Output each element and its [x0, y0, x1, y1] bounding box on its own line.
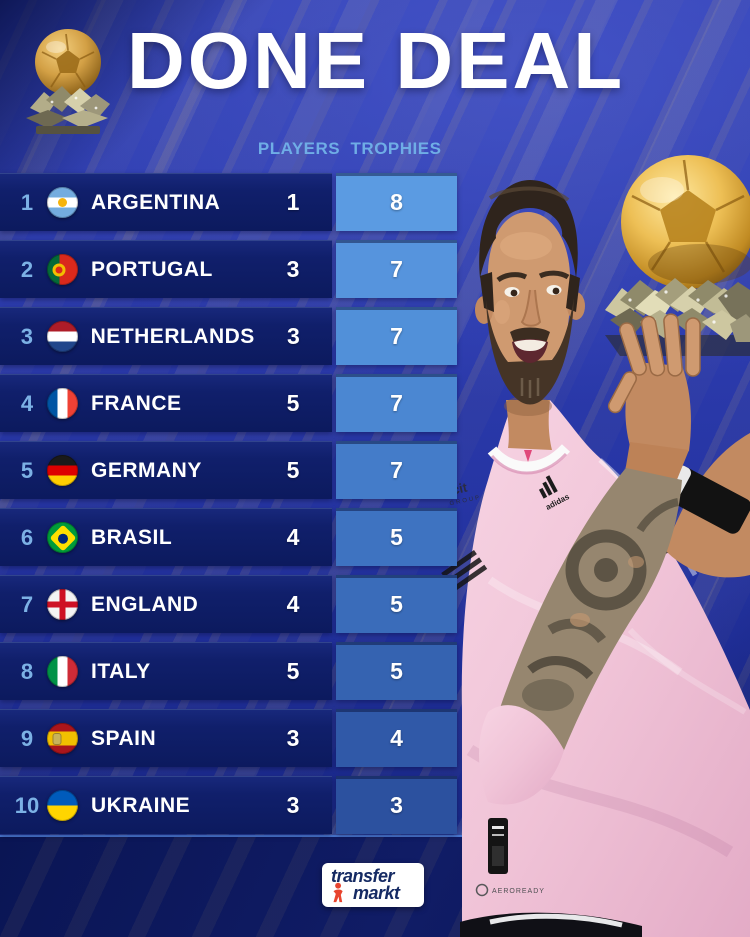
messi-head: [475, 180, 585, 450]
rank: 1: [20, 189, 34, 215]
jersey-collar: [487, 444, 571, 475]
country-name: ITALY: [91, 659, 151, 683]
rank: 8: [20, 658, 34, 684]
aeroready-label: AEROREADY: [492, 888, 545, 895]
table-row: 3 NETHERLANDS 3 7: [0, 307, 457, 365]
country-name: PORTUGAL: [91, 257, 213, 281]
players-count: 3: [286, 256, 300, 282]
country-flag: [47, 656, 78, 687]
row-main: 9 SPAIN 3: [0, 709, 332, 767]
players-count: 3: [287, 323, 300, 349]
trophies-cell: 7: [336, 441, 457, 499]
page-title: DONE DEAL: [127, 16, 626, 105]
column-header-trophies: TROPHIES: [350, 139, 442, 158]
country-flag: [47, 589, 78, 620]
rank: 7: [20, 591, 34, 617]
table-row: 10 UKRAINE 3 3: [0, 776, 457, 834]
ballon-dor-trophy-icon: [26, 29, 110, 134]
country-name: GERMANY: [91, 458, 202, 482]
row-main: 1 ARGENTINA 1: [0, 173, 332, 231]
jersey-tag: AEROREADY: [475, 818, 545, 897]
rank: 6: [20, 524, 34, 550]
trophies-cell: 8: [336, 173, 457, 231]
country-name: BRASIL: [91, 525, 173, 549]
logo-text-markt: markt: [353, 883, 400, 903]
row-main: 4 FRANCE 5: [0, 374, 332, 432]
country-name: FRANCE: [91, 391, 182, 415]
flag-emblem: [58, 198, 67, 207]
rank: 9: [20, 725, 34, 751]
row-main: 10 UKRAINE 3: [0, 776, 332, 834]
logo-text-transfer: transfer: [331, 865, 395, 886]
trophies-cell: 5: [336, 508, 457, 566]
country-flag: [47, 455, 78, 486]
players-count: 5: [286, 390, 300, 416]
transfermarkt-logo: transfer markt: [322, 863, 424, 907]
players-count: 3: [286, 725, 300, 751]
country-name: UKRAINE: [91, 793, 191, 817]
ranking-table: 1 ARGENTINA 1 8 2 PORTUGAL 3 7 3 NETHERL…: [0, 173, 457, 843]
ballon-dor-ball: [621, 155, 750, 289]
messi-photo: acit GROUP adidas XBƆ: [441, 155, 750, 937]
players-count: 3: [286, 792, 300, 818]
players-count: 4: [286, 591, 300, 617]
shorts: [460, 912, 642, 937]
row-main: 8 ITALY 5: [0, 642, 332, 700]
flag-emblem: [53, 733, 61, 744]
trophies-cell: 7: [336, 240, 457, 298]
trophies-cell: 7: [336, 307, 457, 365]
rank: 2: [20, 256, 34, 282]
table-row: 5 GERMANY 5 7: [0, 441, 457, 499]
table-row: 1 ARGENTINA 1 8: [0, 173, 457, 231]
players-count: 1: [286, 189, 300, 215]
country-flag: [47, 254, 78, 285]
flag-emblem: [52, 263, 66, 276]
players-count: 5: [286, 658, 300, 684]
aeroready-icon: [475, 883, 489, 897]
rank: 3: [20, 323, 33, 349]
row-main: 5 GERMANY 5: [0, 441, 332, 499]
trophies-cell: 3: [336, 776, 457, 834]
column-header-players: PLAYERS: [257, 139, 341, 158]
table-row: 6 BRASIL 4 5: [0, 508, 457, 566]
tattooed-forearm: [496, 468, 682, 760]
row-main: 6 BRASIL 4: [0, 508, 332, 566]
country-name: NETHERLANDS: [90, 324, 255, 348]
row-main: 3 NETHERLANDS 3: [0, 307, 332, 365]
players-count: 5: [286, 457, 300, 483]
country-flag: [47, 723, 78, 754]
country-flag: [46, 321, 78, 352]
country-flag: [47, 187, 78, 218]
logo-player-icon: [333, 882, 343, 903]
table-row: 8 ITALY 5 5: [0, 642, 457, 700]
row-main: 2 PORTUGAL 3: [0, 240, 332, 298]
country-flag: [47, 388, 78, 419]
row-main: 7 ENGLAND 4: [0, 575, 332, 633]
trophies-cell: 4: [336, 709, 457, 767]
table-row: 4 FRANCE 5 7: [0, 374, 457, 432]
players-count: 4: [286, 524, 300, 550]
table-row: 7 ENGLAND 4 5: [0, 575, 457, 633]
trophies-cell: 7: [336, 374, 457, 432]
rank: 4: [20, 390, 34, 416]
table-row: 2 PORTUGAL 3 7: [0, 240, 457, 298]
country-flag: [47, 522, 78, 553]
flag-emblem: [49, 524, 76, 551]
rank: 5: [20, 457, 34, 483]
country-name: ARGENTINA: [91, 190, 221, 214]
country-name: SPAIN: [91, 726, 157, 750]
country-name: ENGLAND: [91, 592, 199, 616]
table-row: 9 SPAIN 3 4: [0, 709, 457, 767]
rank: 10: [14, 792, 40, 818]
sleeve-cap: [479, 705, 564, 805]
trophies-cell: 5: [336, 575, 457, 633]
country-flag: [47, 790, 78, 821]
trophies-cell: 5: [336, 642, 457, 700]
